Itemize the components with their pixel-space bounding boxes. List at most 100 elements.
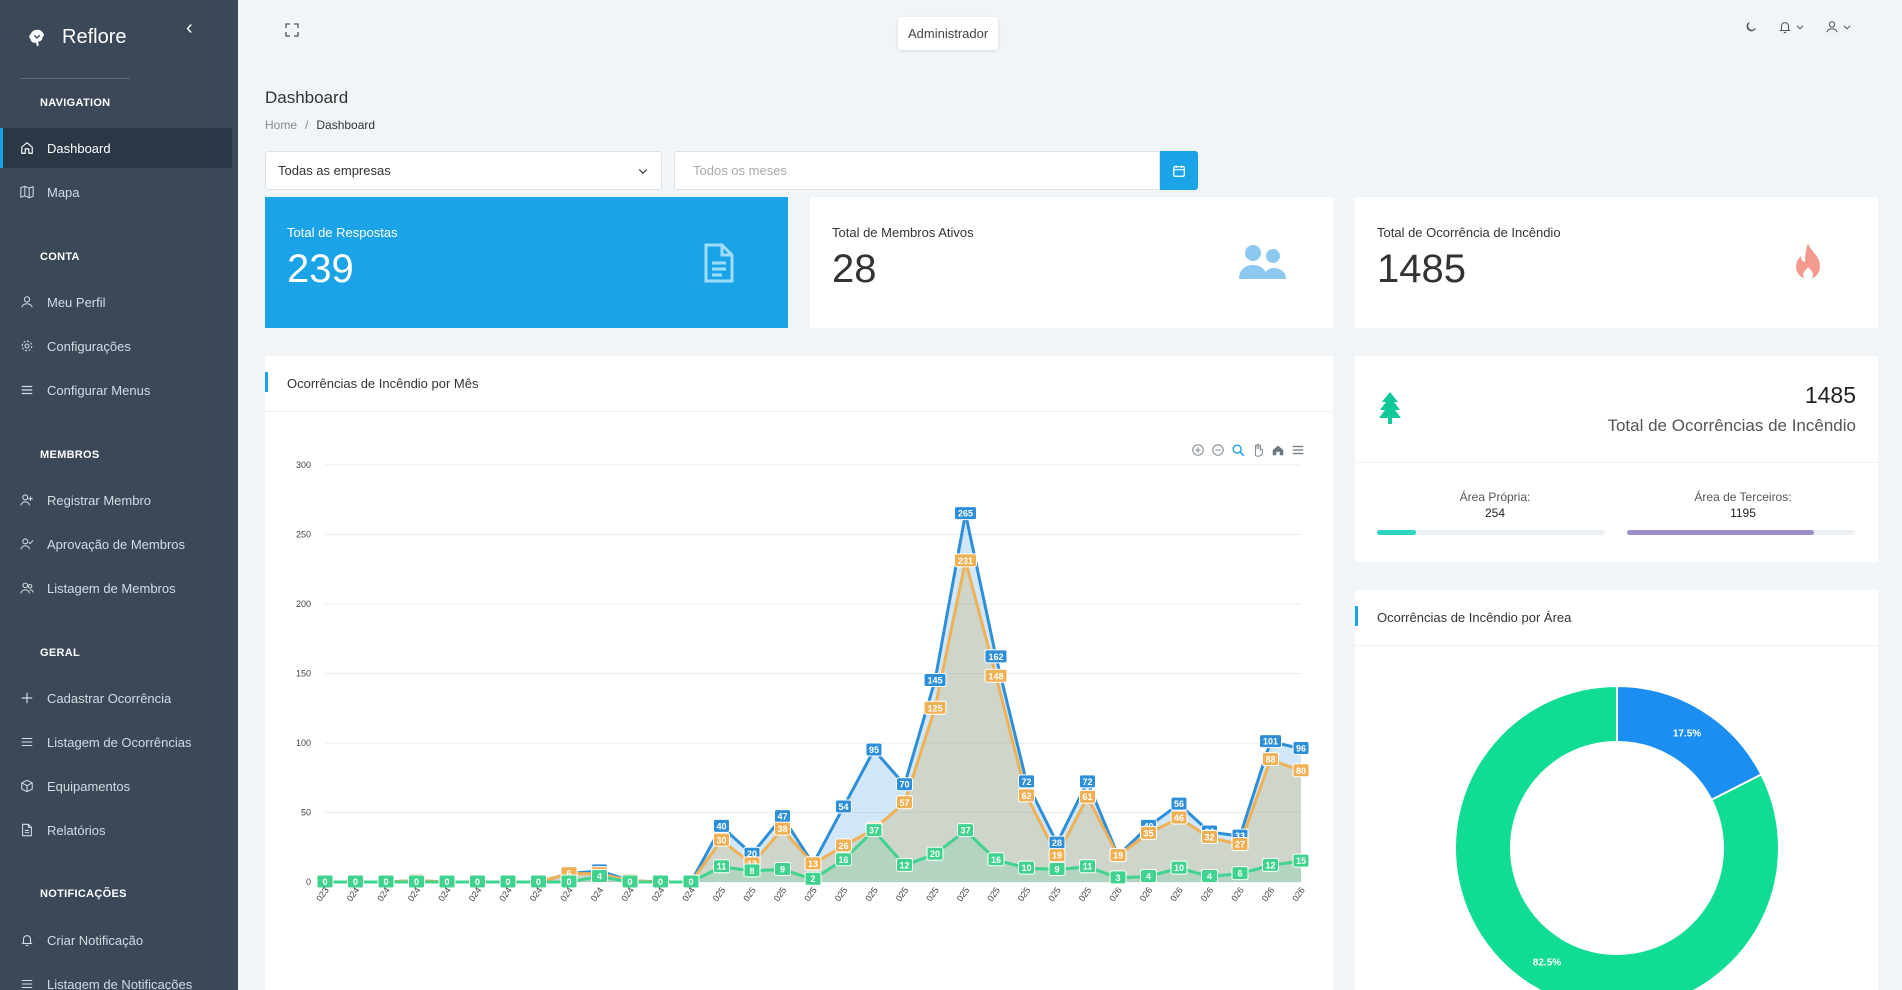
data-label[interactable]: 4 (1146, 871, 1151, 881)
data-label[interactable]: 33 (1235, 831, 1245, 841)
data-label[interactable]: 0 (627, 877, 632, 887)
data-label[interactable]: 16 (838, 855, 848, 865)
data-label[interactable]: 0 (383, 877, 388, 887)
data-label[interactable]: 19 (1052, 851, 1062, 861)
data-label[interactable]: 4 (1207, 871, 1212, 881)
data-label[interactable]: 3 (1115, 873, 1120, 883)
data-label[interactable]: 20 (930, 849, 940, 859)
data-label[interactable]: 10 (1174, 863, 1184, 873)
collapse-sidebar-icon[interactable]: ‹ (186, 17, 193, 39)
data-label[interactable]: 88 (1265, 755, 1275, 765)
company-select[interactable]: Todas as empresas (265, 151, 662, 190)
breadcrumb-home[interactable]: Home (265, 118, 298, 132)
data-label[interactable]: 13 (808, 859, 818, 869)
data-label[interactable]: 0 (566, 877, 571, 887)
sidebar-item-dashboard[interactable]: Dashboard (0, 128, 232, 168)
data-label[interactable]: 265 (958, 509, 973, 519)
data-label[interactable]: 4 (597, 871, 602, 881)
data-label[interactable]: 125 (927, 703, 942, 713)
sidebar-item-listagem-de-membros[interactable]: Listagem de Membros (0, 568, 232, 608)
data-label[interactable]: 30 (716, 835, 726, 845)
data-label[interactable]: 47 (777, 812, 787, 822)
data-label[interactable]: 40 (716, 821, 726, 831)
data-label[interactable]: 57 (899, 798, 909, 808)
data-label[interactable]: 101 (1263, 737, 1278, 747)
notifications-dropdown[interactable] (1778, 20, 1805, 34)
fullscreen-icon[interactable] (284, 22, 300, 38)
data-label[interactable]: 6 (566, 869, 571, 879)
sidebar-item-aprova-o-de-membros[interactable]: Aprovação de Membros (0, 524, 232, 564)
selection-zoom-icon[interactable] (1230, 442, 1245, 457)
data-label[interactable]: 16 (991, 855, 1001, 865)
role-badge[interactable]: Administrador (898, 17, 999, 50)
data-label[interactable]: 46 (1174, 813, 1184, 823)
data-label[interactable]: 12 (1265, 860, 1275, 870)
pan-icon[interactable] (1250, 442, 1265, 457)
data-label[interactable]: 27 (1235, 839, 1245, 849)
data-label[interactable]: 54 (838, 802, 848, 812)
brand[interactable]: Reflore (26, 26, 126, 49)
data-label[interactable]: 37 (869, 826, 879, 836)
data-label[interactable]: 0 (353, 877, 358, 887)
data-label[interactable]: 0 (658, 877, 663, 887)
data-label[interactable]: 15 (1296, 856, 1306, 866)
data-label[interactable]: 96 (1296, 744, 1306, 754)
dark-mode-toggle[interactable] (1744, 20, 1758, 34)
data-label[interactable]: 26 (838, 841, 848, 851)
data-label[interactable]: 28 (1052, 838, 1062, 848)
data-label[interactable]: 2 (810, 874, 815, 884)
data-label[interactable]: 148 (988, 671, 1003, 681)
data-label[interactable]: 10 (1021, 863, 1031, 873)
data-label[interactable]: 9 (780, 864, 785, 874)
sidebar-item-criar-notifica-o[interactable]: Criar Notificação (0, 920, 232, 960)
sidebar-item-listagem-de-ocorr-ncias[interactable]: Listagem de Ocorrências (0, 722, 232, 762)
sidebar-item-configura-es[interactable]: Configurações (0, 326, 232, 366)
data-label[interactable]: 0 (536, 877, 541, 887)
data-label[interactable]: 72 (1021, 777, 1031, 787)
data-label[interactable]: 37 (960, 826, 970, 836)
sidebar-item-cadastrar-ocorr-ncia[interactable]: Cadastrar Ocorrência (0, 678, 232, 718)
data-label[interactable]: 162 (988, 652, 1003, 662)
data-label[interactable]: 61 (1082, 792, 1092, 802)
data-label[interactable]: 72 (1082, 777, 1092, 787)
data-label[interactable]: 0 (322, 877, 327, 887)
data-label[interactable]: 32 (1204, 833, 1214, 843)
data-label[interactable]: 6 (1237, 869, 1242, 879)
data-label[interactable]: 70 (899, 780, 909, 790)
data-label[interactable]: 62 (1021, 791, 1031, 801)
chart-menu-icon[interactable] (1290, 442, 1305, 457)
data-label[interactable]: 11 (1083, 862, 1093, 872)
data-label[interactable]: 11 (717, 862, 727, 872)
sidebar-item-equipamentos[interactable]: Equipamentos (0, 766, 232, 806)
user-dropdown[interactable] (1825, 20, 1852, 34)
zoom-out-icon[interactable] (1210, 442, 1225, 457)
data-label[interactable]: 145 (927, 675, 942, 685)
donut-slice[interactable] (1616, 684, 1763, 802)
data-label[interactable]: 56 (1174, 799, 1184, 809)
sidebar-item-registrar-membro[interactable]: Registrar Membro (0, 480, 232, 520)
data-label[interactable]: 231 (958, 556, 973, 566)
month-input[interactable] (674, 151, 1160, 190)
data-label[interactable]: 35 (1143, 828, 1153, 838)
donut-slice[interactable] (1454, 684, 1780, 990)
data-label[interactable]: 12 (899, 860, 909, 870)
data-label[interactable]: 0 (414, 877, 419, 887)
data-label[interactable]: 8 (749, 866, 754, 876)
data-label[interactable]: 20 (747, 849, 757, 859)
calendar-button[interactable] (1160, 151, 1198, 190)
zoom-in-icon[interactable] (1190, 442, 1205, 457)
data-label[interactable]: 9 (1054, 864, 1059, 874)
data-label[interactable]: 80 (1296, 766, 1306, 776)
sidebar-item-listagem-de-notifica-es[interactable]: Listagem de Notificações (0, 964, 232, 990)
sidebar-item-relat-rios[interactable]: Relatórios (0, 810, 232, 850)
data-label[interactable]: 19 (1113, 851, 1123, 861)
reset-zoom-icon[interactable] (1270, 442, 1285, 457)
data-label[interactable]: 0 (505, 877, 510, 887)
data-label[interactable]: 0 (688, 877, 693, 887)
data-label[interactable]: 38 (777, 824, 787, 834)
sidebar-item-meu-perfil[interactable]: Meu Perfil (0, 282, 232, 322)
sidebar-item-configurar-menus[interactable]: Configurar Menus (0, 370, 232, 410)
data-label[interactable]: 0 (444, 877, 449, 887)
data-label[interactable]: 95 (869, 745, 879, 755)
sidebar-item-mapa[interactable]: Mapa (0, 172, 232, 212)
